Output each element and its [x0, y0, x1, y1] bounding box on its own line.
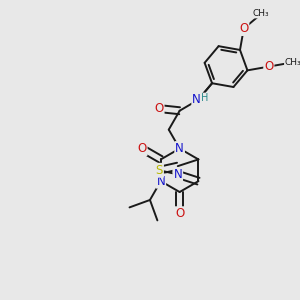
Text: N: N — [156, 175, 165, 188]
Text: CH₃: CH₃ — [252, 9, 269, 18]
Text: O: O — [137, 142, 147, 155]
Text: O: O — [175, 207, 184, 220]
Text: CH₃: CH₃ — [285, 58, 300, 67]
Text: H: H — [201, 93, 208, 103]
Text: N: N — [175, 142, 184, 155]
Text: O: O — [264, 60, 274, 73]
Text: N: N — [192, 93, 201, 106]
Text: S: S — [156, 164, 163, 177]
Text: O: O — [239, 22, 248, 35]
Text: O: O — [154, 102, 164, 115]
Text: N: N — [173, 168, 182, 181]
